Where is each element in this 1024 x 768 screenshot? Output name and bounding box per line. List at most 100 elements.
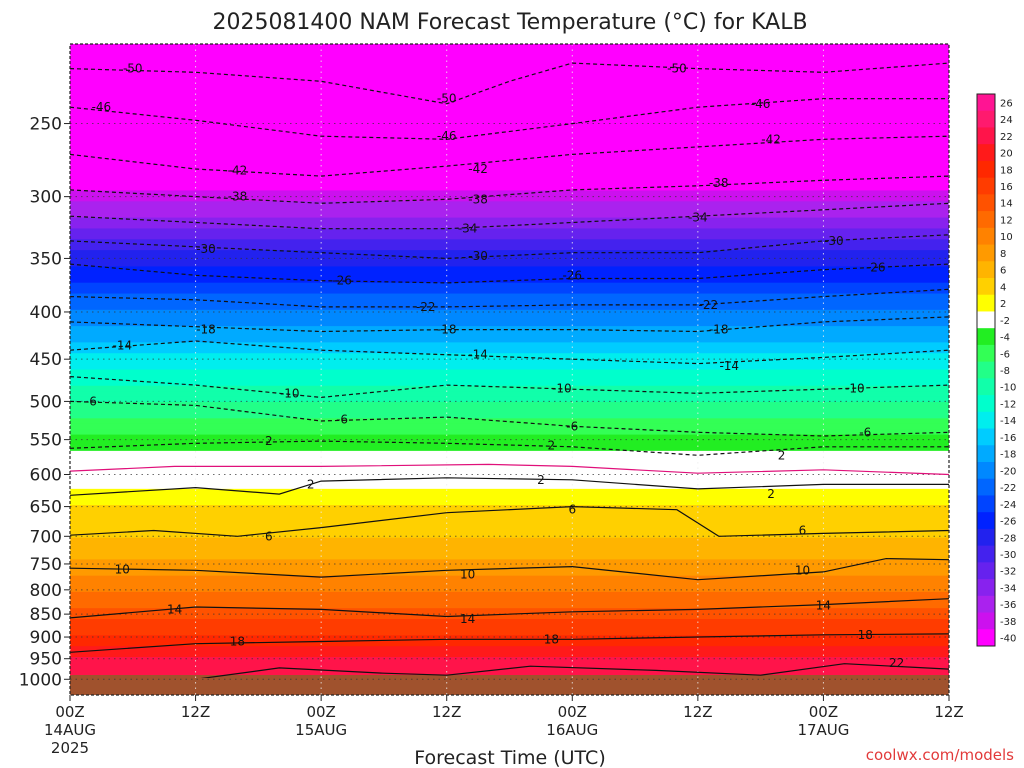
contour-label: -38 (468, 192, 488, 206)
temperature-band (70, 217, 949, 224)
temperature-band (70, 81, 949, 88)
y-tick-label: 800 (30, 581, 62, 601)
temperature-band (70, 261, 949, 268)
temperature-band (70, 98, 949, 105)
temperature-band (70, 467, 949, 474)
temperature-band (70, 358, 949, 365)
temperature-band (70, 597, 949, 604)
colorbar-swatch (977, 160, 995, 179)
y-tick-label: 300 (30, 188, 62, 208)
temperature-band (70, 92, 949, 99)
contour-label: -34 (688, 210, 708, 224)
x-tick-label: 12Z (181, 703, 210, 721)
contour-line (70, 263, 949, 284)
temperature-band (70, 434, 949, 441)
colorbar-label: -22 (1000, 483, 1016, 494)
y-tick-label: 250 (30, 115, 62, 135)
colorbar-label: 8 (1000, 249, 1006, 260)
temperature-band (70, 60, 949, 67)
contour-line (70, 633, 949, 653)
contour-label: -30 (196, 242, 216, 256)
temperature-band (70, 380, 949, 387)
colorbar-swatch (977, 244, 995, 262)
temperature-band (70, 119, 949, 126)
y-tick-label: 750 (30, 555, 62, 575)
colorbar-swatch (977, 445, 995, 463)
colorbar-swatch (977, 545, 995, 563)
temperature-band (70, 613, 949, 620)
temperature-band (70, 152, 949, 159)
contour-label: -38 (709, 176, 729, 190)
colorbar-swatch (977, 395, 995, 413)
colorbar-label: 14 (1000, 199, 1013, 210)
colorbar-label: 12 (1000, 215, 1013, 226)
contour-label: -10 (280, 386, 300, 400)
colorbar-swatch (977, 127, 995, 145)
temperature-band (70, 391, 949, 398)
colorbar-label: 22 (1000, 132, 1013, 143)
contour-line (70, 557, 949, 581)
colorbar-swatch (977, 211, 995, 229)
temperature-band (70, 483, 949, 490)
temperature-band (70, 575, 949, 582)
contour-label: -42 (761, 132, 781, 146)
temperature-band (70, 271, 949, 278)
y-tick-label: 1000 (19, 670, 62, 690)
colorbar-swatch (977, 478, 995, 496)
temperature-band (70, 304, 949, 311)
colorbar-label: -34 (1000, 583, 1016, 594)
colorbar-label: 6 (1000, 266, 1006, 277)
temperature-band (70, 412, 949, 419)
temperature-band (70, 201, 949, 208)
colorbar-swatch (977, 378, 995, 396)
x-axis-label: Forecast Time (UTC) (414, 747, 605, 768)
y-tick-label: 600 (30, 466, 62, 486)
colorbar-label: -12 (1000, 399, 1016, 410)
ground-surface (70, 675, 949, 695)
contour-line (70, 463, 949, 476)
contour-label: -10 (845, 381, 865, 395)
chart-title: 2025081400 NAM Forecast Temperature (°C)… (212, 10, 807, 35)
x-tick-label: 12Z (934, 703, 963, 721)
contour-label: -46 (92, 100, 112, 114)
temperature-band (70, 233, 949, 240)
x-tick-year: 2025 (51, 739, 89, 757)
colorbar-swatch (977, 361, 995, 379)
contour-label: -22 (416, 300, 436, 314)
y-tick-label: 950 (30, 650, 62, 670)
temperature-band (70, 494, 949, 501)
contour-label: -18 (709, 323, 729, 337)
temperature-band (70, 109, 949, 116)
colorbar-swatch (977, 411, 995, 430)
temperature-band (70, 515, 949, 522)
x-tick-label: 00Z (306, 703, 335, 721)
y-tick-label: 500 (30, 392, 62, 412)
colorbar-label: -16 (1000, 433, 1016, 444)
temperature-band (70, 505, 949, 512)
colorbar-swatch (977, 144, 995, 162)
temperature-band (70, 407, 949, 414)
x-tick-date: 14AUG (44, 721, 96, 739)
contour-label: -30 (824, 234, 844, 248)
contour-label: 10 (115, 562, 130, 576)
colorbar-swatch (977, 194, 995, 212)
temperature-band (70, 591, 949, 598)
contour-label: -30 (468, 249, 488, 263)
colorbar-swatch (977, 528, 995, 547)
y-tick-label: 700 (30, 527, 62, 547)
contour-label: -14 (113, 339, 133, 353)
contour-label: 10 (795, 563, 810, 577)
contour-label: -10 (552, 381, 572, 395)
temperature-band (70, 326, 949, 333)
x-tick-label: 12Z (683, 703, 712, 721)
contour-label: -14 (719, 359, 739, 373)
temperature-band (70, 364, 949, 371)
temperature-band (70, 635, 949, 642)
contour-line (70, 376, 949, 399)
contour-label: -6 (859, 425, 871, 439)
colorbar-label: -38 (1000, 617, 1016, 628)
temperature-band (70, 179, 949, 186)
temperature-band (70, 239, 949, 246)
temperature-band (70, 185, 949, 192)
